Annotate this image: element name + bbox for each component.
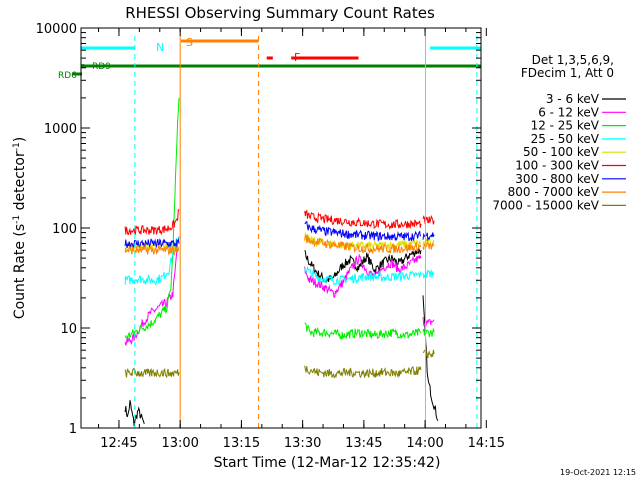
series-7000-15000-kev	[124, 349, 435, 379]
x-tick-label-13-30: 13:30	[284, 436, 321, 451]
axes-layer: 12:45 13:00 13:15 13:30 13:45 14:00 14:15 1 10 10…	[36, 22, 505, 451]
legend-label-100-300-kev: 100 - 300 keV	[515, 159, 599, 173]
annotation-n: N	[156, 41, 164, 54]
y-axis-label-sup2: -1	[12, 142, 22, 151]
series-line-7000-15000-kev	[124, 367, 180, 378]
series-line-800-7000-kev	[422, 241, 435, 250]
x-tick-label-14-15: 14:15	[468, 436, 505, 451]
series-line-300-800-kev	[124, 237, 180, 249]
legend-label-12-25-kev: 12 - 25 keV	[531, 119, 600, 133]
chart-title: RHESSI Observing Summary Count Rates	[125, 4, 435, 22]
legend-label-50-100-kev: 50 - 100 keV	[523, 145, 600, 159]
series-100-300-kev	[124, 208, 435, 236]
annotation-rd6: RD6	[58, 71, 77, 81]
annotations-layer: N S F RD9 RD6	[58, 36, 300, 81]
footer-timestamp: 19-Oct-2021 12:15	[560, 468, 636, 477]
y-axis-label-sup1: -1	[12, 215, 22, 224]
x-axis-label: Start Time (12-Mar-12 12:35:42)	[214, 455, 441, 471]
y-tick-label-1000: 1000	[44, 122, 77, 137]
y-tick-label-10000: 10000	[36, 22, 77, 37]
series-800-7000-kev	[124, 235, 435, 256]
y-tick-label-10: 10	[60, 322, 77, 337]
y-axis-label-base: Count Rate (s	[12, 224, 28, 319]
series-line-100-300-kev	[422, 214, 435, 225]
x-tick-label-13-15: 13:15	[223, 436, 260, 451]
y-axis-label-mid: detector	[12, 151, 28, 215]
series-line-6-12-kev	[422, 317, 435, 327]
series-line-800-7000-kev	[304, 235, 422, 255]
legend-label-6-12-kev: 6 - 12 keV	[538, 105, 600, 119]
series-25-50-kev	[124, 237, 435, 286]
legend-label-800-7000-kev: 800 - 7000 keV	[508, 185, 600, 199]
series-line-800-7000-kev	[124, 244, 180, 256]
series-line-6-12-kev	[124, 236, 180, 346]
series-300-800-kev	[124, 221, 435, 249]
y-axis-label: Count Rate (s-1 detector-1)	[12, 137, 28, 319]
series-line-25-50-kev	[124, 237, 180, 286]
y-tick-label-1: 1	[69, 422, 77, 437]
x-tick-label-12-45: 12:45	[100, 436, 137, 451]
x-tick-label-13-00: 13:00	[161, 436, 198, 451]
series-12-25-kev	[124, 97, 435, 340]
annotation-f: F	[294, 51, 300, 64]
x-tick-label-13-45: 13:45	[345, 436, 382, 451]
annotation-rd9: RD9	[92, 62, 111, 72]
series-line-7000-15000-kev	[304, 365, 422, 379]
annotation-s: S	[186, 36, 193, 49]
legend: Det 1,3,5,6,9,FDecim 1, Att 0 3 - 6 keV6 …	[492, 53, 626, 212]
legend-label-25-50-kev: 25 - 50 keV	[531, 132, 600, 146]
legend-label-7000-15000-kev: 7000 - 15000 keV	[492, 198, 599, 212]
y-tick-label-100: 100	[52, 222, 77, 237]
rd9-dot	[81, 64, 85, 68]
series-line-7000-15000-kev	[423, 349, 435, 359]
series-line-100-300-kev	[304, 209, 422, 230]
series-line-12-25-kev	[304, 322, 422, 340]
x-tick-label-14-00: 14:00	[406, 436, 443, 451]
series-line-25-50-kev	[422, 268, 435, 280]
series-line-25-50-kev	[304, 266, 422, 286]
series-line-3-6-kev	[124, 400, 145, 427]
y-axis-label-end: )	[12, 137, 28, 142]
legend-header-2: FDecim 1, Att 0	[521, 66, 614, 80]
series-line-6-12-kev	[304, 253, 422, 299]
series-line-12-25-kev	[422, 328, 435, 338]
legend-label-300-800-kev: 300 - 800 keV	[515, 172, 599, 186]
legend-label-3-6-kev: 3 - 6 keV	[546, 92, 600, 106]
series-line-100-300-kev	[124, 208, 180, 236]
series-6-12-kev	[124, 236, 435, 346]
legend-header-1: Det 1,3,5,6,9,	[532, 53, 614, 67]
status-bars-layer	[72, 39, 481, 76]
series-line-300-800-kev	[422, 232, 435, 242]
series-line-12-25-kev	[124, 97, 180, 339]
series-line-300-800-kev	[304, 221, 422, 242]
